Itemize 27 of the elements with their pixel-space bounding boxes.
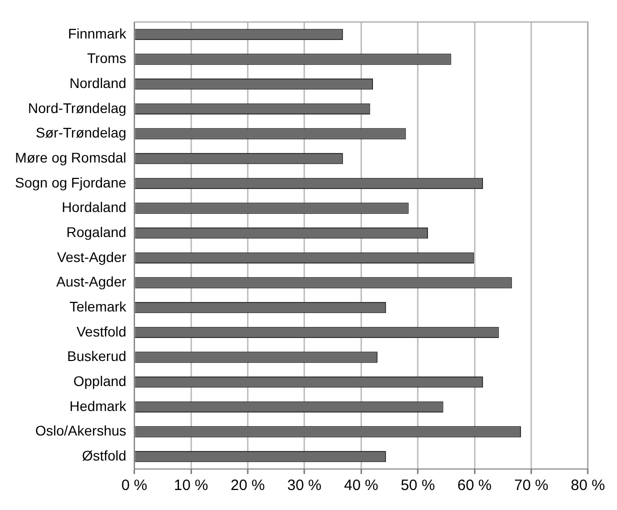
x-tick-label: 30 % [287, 477, 322, 494]
y-tick-label: Finnmark [68, 25, 128, 42]
y-tick-label: Buskerud [67, 348, 126, 364]
x-tick-label: 0 % [121, 477, 148, 494]
y-tick-label: Hedmark [70, 398, 128, 414]
y-tick-label: Telemark [70, 298, 128, 314]
y-tick-label: Møre og Romsdal [15, 149, 126, 166]
x-tick-label: 50 % [400, 477, 435, 494]
y-tick-label: Hordaland [62, 199, 126, 216]
y-tick-label: Rogaland [66, 224, 126, 240]
y-tick-label: Oppland [73, 372, 126, 389]
x-tick-label: 40 % [344, 477, 378, 494]
y-tick-label: Aust-Agder [56, 274, 127, 290]
y-tick-label: Vest-Agder [57, 248, 127, 265]
y-tick-label: Oslo/Akershus [35, 422, 126, 439]
x-tick-label: 10 % [174, 477, 208, 494]
y-tick-label: Troms [87, 50, 126, 66]
y-tick-label: Nord-Trøndelag [28, 100, 126, 116]
y-tick-label: Sør-Trøndelag [36, 124, 126, 141]
y-tick-label: Sogn og Fjordane [14, 174, 127, 190]
x-tick-label: 20 % [230, 477, 265, 494]
y-tick-label: Østfold [82, 447, 126, 464]
x-tick-label: 60 % [457, 477, 492, 494]
y-tick-label: Vestfold [76, 323, 126, 340]
y-tick-label: Nordland [69, 74, 126, 91]
x-tick-label: 70 % [514, 477, 548, 494]
x-tick-label: 80 % [570, 477, 606, 494]
